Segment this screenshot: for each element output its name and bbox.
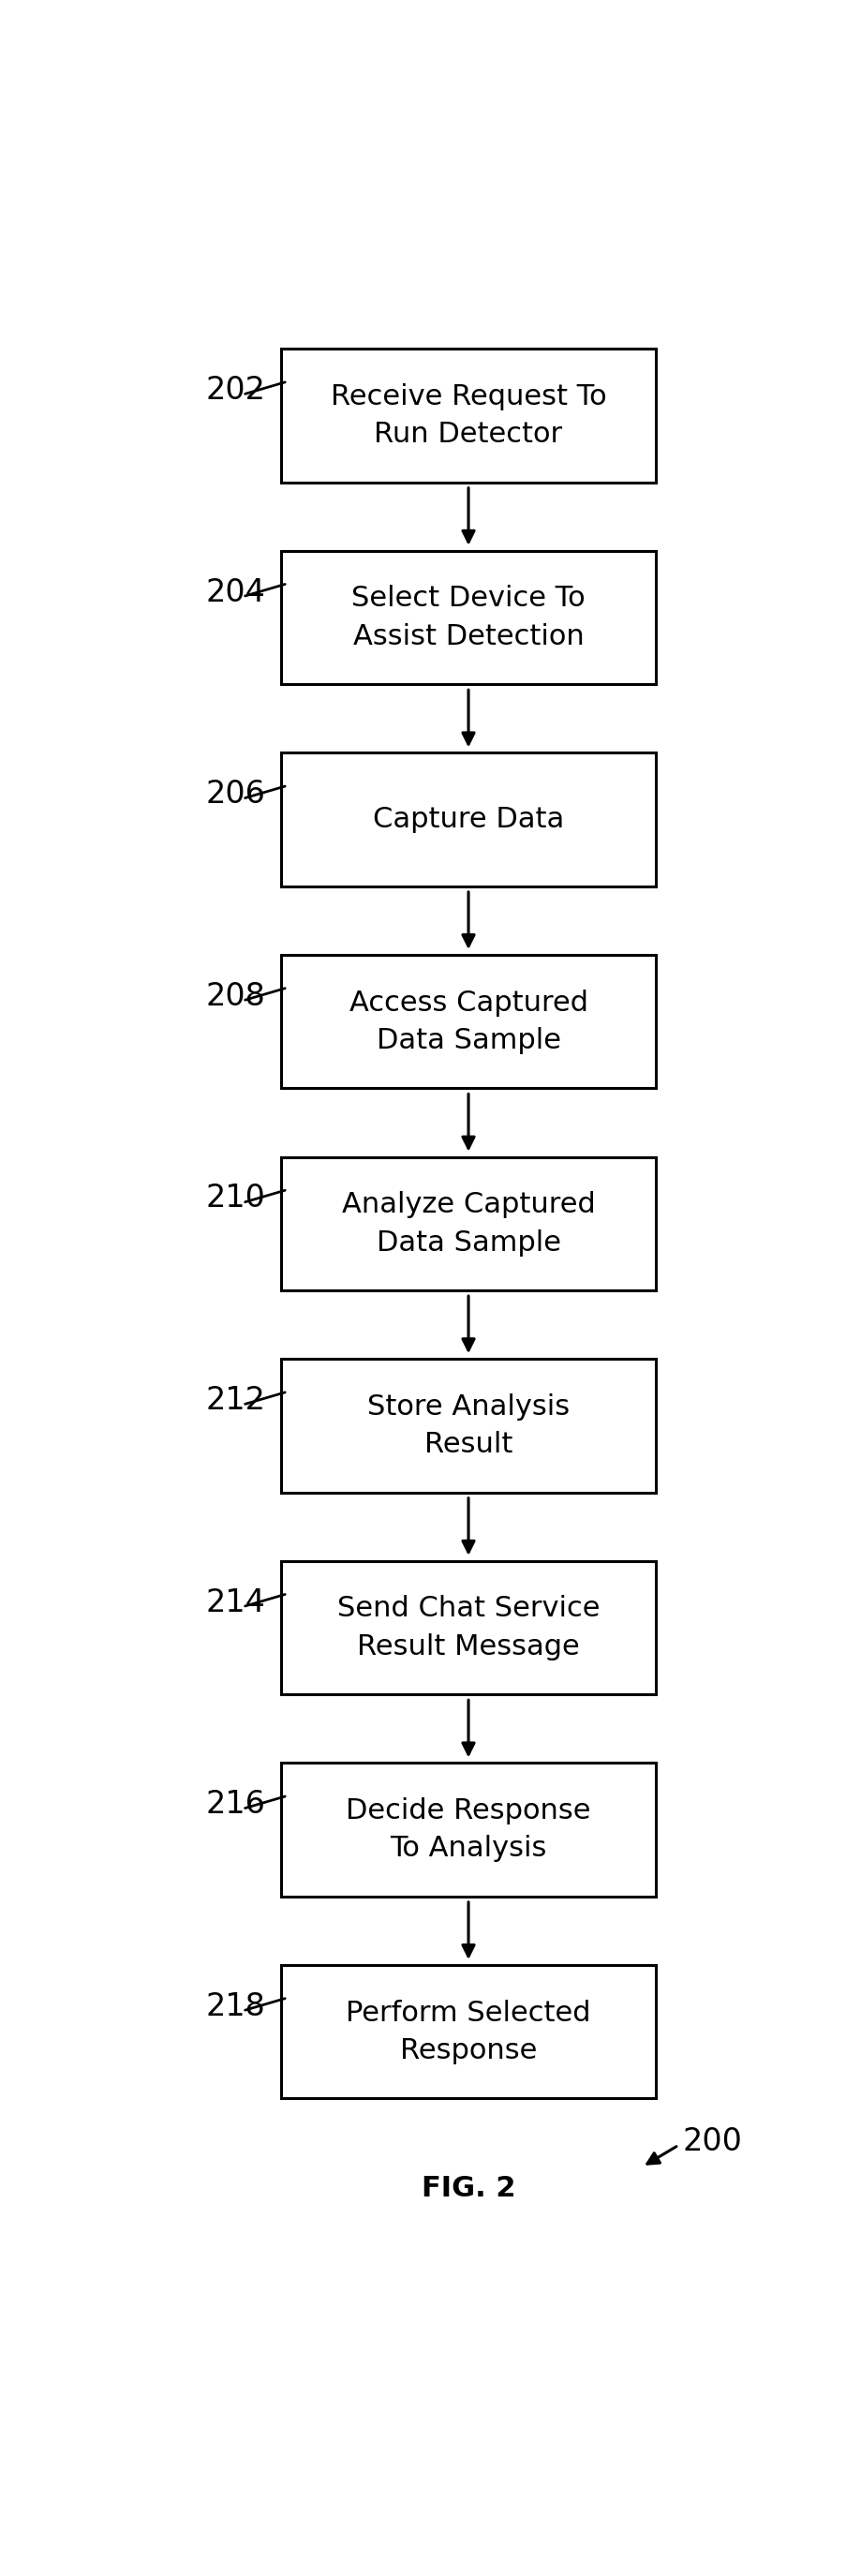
Text: 204: 204 — [205, 577, 264, 608]
Text: 212: 212 — [205, 1386, 265, 1417]
Bar — [282, 348, 655, 482]
Text: Capture Data: Capture Data — [372, 806, 564, 832]
Bar — [282, 551, 655, 685]
Text: FIG. 2: FIG. 2 — [421, 2174, 515, 2202]
Text: Receive Request To
Run Detector: Receive Request To Run Detector — [330, 384, 606, 448]
Text: 218: 218 — [205, 1991, 264, 2022]
Bar — [282, 956, 655, 1090]
Text: 208: 208 — [205, 981, 264, 1012]
Text: Access Captured
Data Sample: Access Captured Data Sample — [349, 989, 587, 1054]
Bar — [282, 752, 655, 886]
Text: Decide Response
To Analysis: Decide Response To Analysis — [345, 1798, 591, 1862]
Text: 216: 216 — [205, 1790, 264, 1821]
Bar — [282, 1360, 655, 1492]
Bar — [282, 1157, 655, 1291]
Text: 214: 214 — [205, 1587, 264, 1618]
Text: Analyze Captured
Data Sample: Analyze Captured Data Sample — [341, 1190, 595, 1257]
Text: 202: 202 — [205, 376, 265, 407]
Text: 200: 200 — [682, 2125, 741, 2156]
Bar — [282, 1762, 655, 1896]
Text: Store Analysis
Result: Store Analysis Result — [367, 1394, 569, 1458]
Text: Select Device To
Assist Detection: Select Device To Assist Detection — [351, 585, 585, 649]
Text: Perform Selected
Response: Perform Selected Response — [345, 1999, 591, 2063]
Text: 210: 210 — [205, 1182, 264, 1213]
Text: 206: 206 — [205, 778, 264, 809]
Text: Send Chat Service
Result Message: Send Chat Service Result Message — [337, 1595, 599, 1662]
Bar — [282, 1965, 655, 2099]
Bar — [282, 1561, 655, 1695]
